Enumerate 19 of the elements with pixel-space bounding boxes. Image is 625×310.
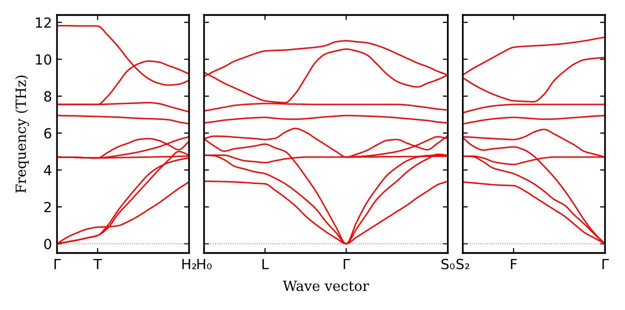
y-tick-label: 6 xyxy=(44,128,52,139)
x-axis-title: Wave vector xyxy=(282,280,370,292)
y-axis-title: Frequency (THz) xyxy=(15,76,29,193)
y-tick-label: 4 xyxy=(44,165,52,176)
x-tick-label: S₀ xyxy=(442,258,455,270)
x-tick-label: L xyxy=(262,258,269,270)
x-tick-label: H₀ xyxy=(197,258,212,270)
x-tick-label: H₂ xyxy=(182,258,196,270)
y-tick-label: 0 xyxy=(44,238,52,250)
x-tick-label: F xyxy=(510,258,517,270)
x-tick-label: S₂ xyxy=(456,258,470,270)
y-tick-label: 12 xyxy=(36,17,51,28)
x-tick-label: Γ xyxy=(344,258,350,270)
x-tick-label: Γ xyxy=(602,258,609,270)
y-tick-label: 10 xyxy=(36,54,52,65)
x-tick-label: Γ xyxy=(54,258,61,270)
x-tick-label: T xyxy=(93,258,102,270)
y-tick-label: 2 xyxy=(44,202,51,212)
y-tick-label: 8 xyxy=(44,91,52,102)
